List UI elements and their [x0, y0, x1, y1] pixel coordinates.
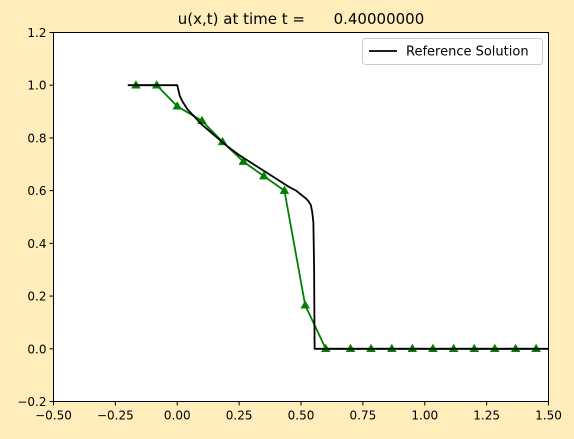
- x-tick-label: 0.00: [164, 409, 191, 423]
- legend-box: [362, 38, 543, 65]
- y-tick-label: −0.2: [17, 395, 46, 409]
- series-layer: [127, 80, 549, 353]
- y-tick-label: 0.4: [27, 237, 46, 251]
- data-point-marker: [217, 136, 228, 146]
- x-tick-label: 1.00: [411, 409, 438, 423]
- legend-label: Reference Solution: [406, 45, 529, 60]
- x-tick-label: 0.75: [350, 409, 377, 423]
- y-tick-label: 0.2: [27, 290, 46, 304]
- data-point-marker: [238, 156, 249, 165]
- tick-layer: −0.50 −0.25 0.00 0.25 0.50 0.75 1.00 1.25 1.50 −0…: [17, 26, 562, 423]
- data-point-marker: [279, 185, 290, 194]
- x-tick-label: 0.25: [226, 409, 253, 423]
- data-point-marker: [259, 171, 269, 180]
- x-tick-label: 1.50: [535, 409, 562, 423]
- x-tick-label: −0.25: [97, 409, 134, 423]
- legend: Reference Solution: [362, 38, 543, 65]
- y-tick-label: 1.0: [27, 79, 46, 93]
- data-point-marker: [172, 101, 182, 110]
- y-tick-label: 0.6: [27, 184, 46, 198]
- y-tick-label: 0.8: [27, 131, 46, 145]
- x-tick-label: −0.50: [35, 409, 72, 423]
- data-point-marker: [300, 300, 310, 309]
- y-tick-label: 1.2: [27, 26, 46, 40]
- reference-solution-line: [127, 84, 549, 350]
- x-tick-label: 0.50: [288, 409, 315, 423]
- y-tick-label: 0.0: [27, 342, 46, 356]
- plot-area: [53, 32, 549, 402]
- x-tick-label: 1.25: [473, 409, 500, 423]
- chart-title: u(x,t) at time t = 0.40000000: [178, 10, 425, 28]
